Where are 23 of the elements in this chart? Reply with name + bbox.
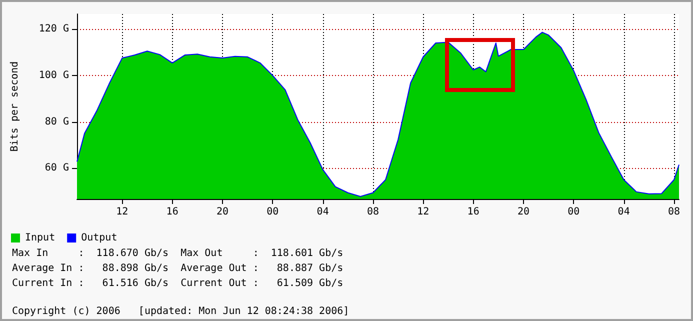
legend-label: Input <box>25 232 56 244</box>
y-tick-label: 120 G <box>38 24 69 35</box>
x-tick-label: 20 <box>216 206 229 218</box>
text: Max In : 118.670 Gb/s Max Out : 118.601 Gb/s <box>12 247 344 261</box>
text: Average In : 88.898 Gb/s Average Out : 88.887 Gb/s <box>12 262 344 276</box>
y-tick-label: 80 G <box>44 116 69 128</box>
y-axis-title: Bits per second <box>10 61 20 152</box>
legend-label: Output <box>81 232 118 244</box>
text: Current In : 61.516 Gb/s Current Out : 61.509 Gb/s <box>12 277 344 291</box>
x-tick-label: 12 <box>116 206 128 218</box>
x-tick-label: 08 <box>668 206 680 218</box>
x-tick-label: 16 <box>166 206 178 218</box>
y-tick-label: 100 G <box>38 70 69 81</box>
y-tick-label: 60 G <box>44 162 69 174</box>
x-tick-label: 04 <box>618 206 630 218</box>
text: Copyright (c) 2006 [updated: Mon Jun 12 08:24:38 2006] <box>12 305 350 319</box>
x-tick-label: 08 <box>366 206 380 218</box>
x-tick-label: 16 <box>467 206 480 218</box>
x-tick-label: 20 <box>517 206 530 218</box>
x-tick-label: 04 <box>316 206 329 218</box>
x-tick-label: 00 <box>568 206 580 218</box>
x-tick-label: 00 <box>266 206 279 218</box>
x-tick-label: 12 <box>417 206 430 218</box>
